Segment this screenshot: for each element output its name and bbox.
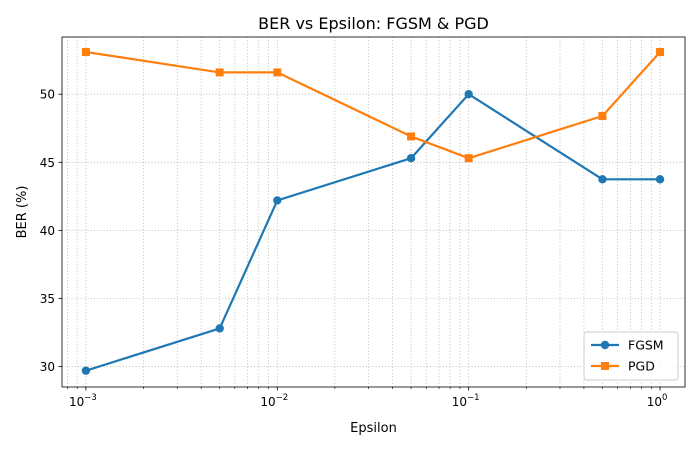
pgd-point	[81, 47, 90, 56]
pgd-point	[215, 68, 224, 77]
fgsm-point	[406, 154, 416, 163]
pgd-point	[656, 47, 665, 56]
pgd-point	[273, 68, 282, 77]
plot-frame	[61, 36, 686, 388]
pgd-point	[464, 154, 473, 163]
fgsm-point	[273, 196, 282, 205]
fgsm-legend-label: FGSM	[628, 338, 664, 353]
pgd-point	[598, 111, 607, 120]
x-tick-label: 10−3	[69, 393, 97, 409]
series-layer	[81, 47, 665, 375]
axes: 10−3 10−2 10−1 100 30 35 40 45 50	[40, 36, 686, 409]
y-tick-label: 35	[40, 292, 55, 306]
chart-title: BER vs Epsilon: FGSM & PGD	[258, 14, 489, 33]
y-tick-label: 40	[40, 224, 55, 238]
x-axis-label: Epsilon	[350, 421, 397, 436]
fgsm-point	[81, 366, 91, 375]
pgd-line	[85, 50, 661, 160]
pgd-point	[407, 132, 416, 141]
fgsm-point	[215, 324, 224, 333]
fgsm-point	[655, 175, 665, 184]
x-tick-label: 10−1	[452, 393, 480, 409]
pgd-legend-label: PGD	[628, 359, 655, 374]
grid	[62, 37, 685, 387]
y-axis-label: BER (%)	[15, 186, 30, 239]
legend: FGSM PGD	[583, 331, 679, 381]
y-tick-label: 30	[40, 360, 55, 374]
fgsm-legend-marker	[600, 340, 610, 350]
x-tick-label: 100	[647, 393, 668, 409]
x-tick-label: 10−2	[260, 393, 288, 409]
pgd-legend-marker	[601, 362, 609, 370]
y-tick-label: 45	[40, 156, 55, 170]
fgsm-line	[85, 93, 661, 372]
fgsm-point	[464, 89, 473, 99]
fgsm-point	[598, 175, 607, 184]
y-tick-label: 50	[40, 88, 55, 102]
